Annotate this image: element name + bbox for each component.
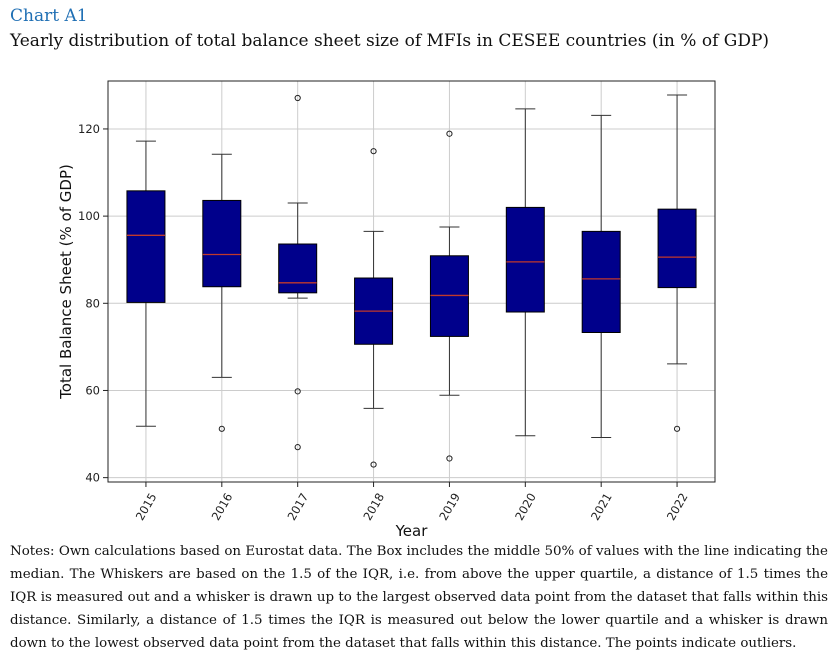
y-tick-label: 80 [85, 296, 100, 310]
y-tick-label: 100 [78, 209, 100, 223]
outlier-point [446, 130, 453, 137]
outlier-point [370, 148, 377, 155]
box-2016 [202, 153, 242, 432]
chart-label: Chart A1 [10, 6, 88, 26]
chart-notes: Notes: Own calculations based on Eurosta… [10, 544, 828, 651]
outlier-point [294, 444, 301, 451]
outlier-point [446, 455, 453, 462]
boxplot-chart: 40 60 80 100 120 2015 2016 2017 2018 2019 2020 2021… [57, 80, 716, 540]
plot-frame [107, 80, 716, 483]
x-tick-label: 2020 [512, 491, 539, 523]
outlier-point [673, 425, 681, 432]
box-2018 [354, 148, 394, 468]
iqr-box [657, 208, 697, 289]
iqr-box [505, 206, 545, 313]
x-tick-label: 2019 [436, 491, 463, 523]
y-tick-label: 60 [85, 383, 100, 397]
x-axis-label: Year [395, 522, 429, 540]
x-tick-label: 2016 [209, 491, 236, 523]
outlier-point [218, 425, 225, 432]
grid-layer [108, 81, 715, 482]
x-tick-label: 2017 [284, 491, 311, 523]
box-2019 [429, 130, 469, 462]
x-tick-label: 2018 [360, 491, 387, 523]
outlier-point [294, 388, 301, 395]
box-2022 [657, 94, 697, 432]
outlier-point [294, 94, 301, 102]
x-tick-label: 2022 [664, 491, 691, 523]
box-2015 [126, 140, 166, 427]
x-tick-label: 2015 [133, 491, 160, 523]
chart-title: Yearly distribution of total balance she… [10, 31, 770, 51]
outlier-point [370, 461, 377, 468]
box-layer [126, 94, 697, 468]
y-axis-label: Total Balance Sheet (% of GDP) [57, 164, 75, 400]
iqr-box [429, 255, 469, 337]
x-tick-label: 2021 [588, 491, 615, 523]
box-2017 [278, 94, 318, 451]
box-2021 [581, 114, 621, 439]
iqr-box [126, 190, 166, 303]
box-2020 [505, 108, 545, 437]
y-tick-label: 40 [85, 471, 100, 485]
y-tick-label: 120 [78, 122, 100, 136]
iqr-box [581, 230, 621, 333]
iqr-box [278, 243, 318, 294]
iqr-box [202, 199, 242, 288]
